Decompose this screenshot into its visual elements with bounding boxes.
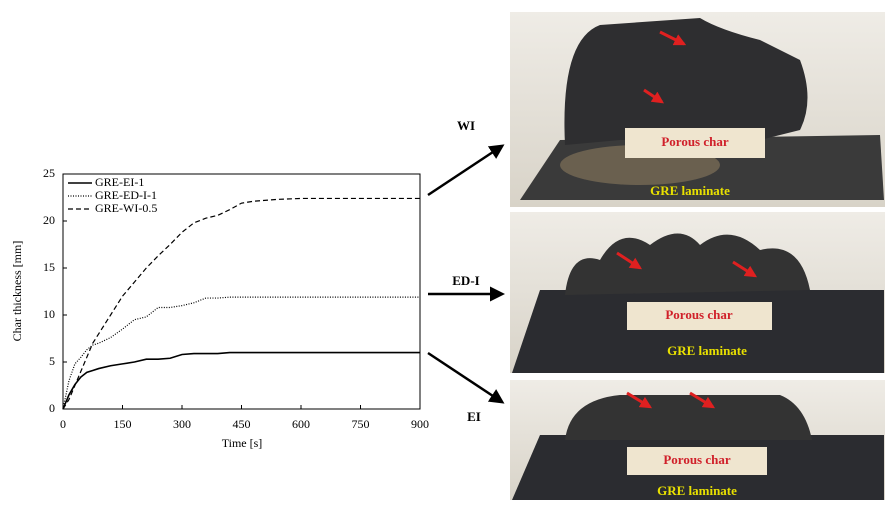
x-axis-label: Time [s] bbox=[222, 436, 263, 450]
legend-label: GRE-EI-1 bbox=[95, 175, 144, 189]
char-label: Porous char bbox=[663, 452, 731, 467]
x-tick-label: 600 bbox=[292, 417, 310, 431]
x-tick-label: 0 bbox=[60, 417, 66, 431]
char-label: Porous char bbox=[661, 134, 729, 149]
photo-ei bbox=[510, 380, 885, 500]
y-tick-label: 25 bbox=[43, 166, 55, 180]
legend-label: GRE-WI-0.5 bbox=[95, 201, 157, 215]
laminate-label: GRE laminate bbox=[650, 183, 730, 198]
x-tick-label: 450 bbox=[233, 417, 251, 431]
series-line bbox=[62, 197, 420, 410]
y-tick-label: 20 bbox=[43, 213, 55, 227]
x-tick-label: 150 bbox=[114, 417, 132, 431]
laminate-label: GRE laminate bbox=[657, 483, 737, 498]
y-tick-label: 0 bbox=[49, 401, 55, 415]
panel-label: ED-I bbox=[452, 273, 479, 288]
photo-wi bbox=[510, 12, 885, 207]
arrow bbox=[427, 351, 505, 404]
x-tick-label: 900 bbox=[411, 417, 429, 431]
y-axis-label: Char thickness [mm] bbox=[10, 241, 24, 342]
x-tick-label: 300 bbox=[173, 417, 191, 431]
y-tick-label: 10 bbox=[43, 307, 55, 321]
photo-ed-i bbox=[510, 212, 885, 373]
y-tick-label: 15 bbox=[43, 260, 55, 274]
x-tick-label: 750 bbox=[352, 417, 370, 431]
panel-label: WI bbox=[457, 118, 475, 133]
legend-label: GRE-ED-I-1 bbox=[95, 188, 157, 202]
series-line bbox=[62, 296, 420, 410]
laminate-label: GRE laminate bbox=[667, 343, 747, 358]
series-line bbox=[62, 351, 420, 410]
char-label: Porous char bbox=[665, 307, 733, 322]
y-tick-label: 5 bbox=[49, 354, 55, 368]
arrow bbox=[427, 144, 505, 197]
panel-label: EI bbox=[467, 409, 481, 424]
